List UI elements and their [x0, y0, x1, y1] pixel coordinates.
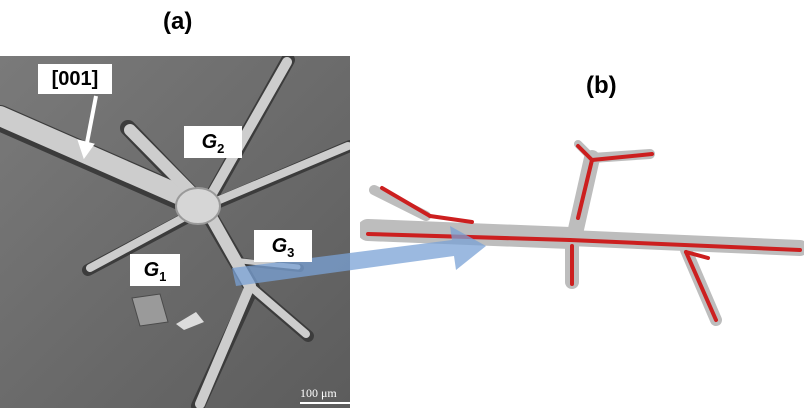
red-trace [590, 152, 654, 162]
panel-a-label: (a) [163, 8, 193, 35]
scale-bar-line [300, 402, 350, 404]
direction-label: [001] [38, 64, 112, 94]
scale-bar: 100 μm [300, 386, 350, 404]
traced-dendrite [360, 140, 804, 326]
red-trace [568, 238, 802, 252]
red-trace [576, 144, 594, 162]
red-trace [684, 250, 710, 260]
grain-label-g3: G3 [254, 230, 312, 262]
panel-b-label: (b) [586, 72, 617, 99]
scale-bar-label: 100 μm [300, 386, 337, 400]
red-trace [380, 186, 432, 218]
red-trace [576, 158, 594, 220]
grain-label-g2: G2 [184, 126, 242, 158]
red-trace [684, 250, 718, 322]
direction-pointer [77, 95, 98, 160]
red-trace [428, 214, 474, 224]
grain-label-g1: G1 [130, 254, 180, 286]
